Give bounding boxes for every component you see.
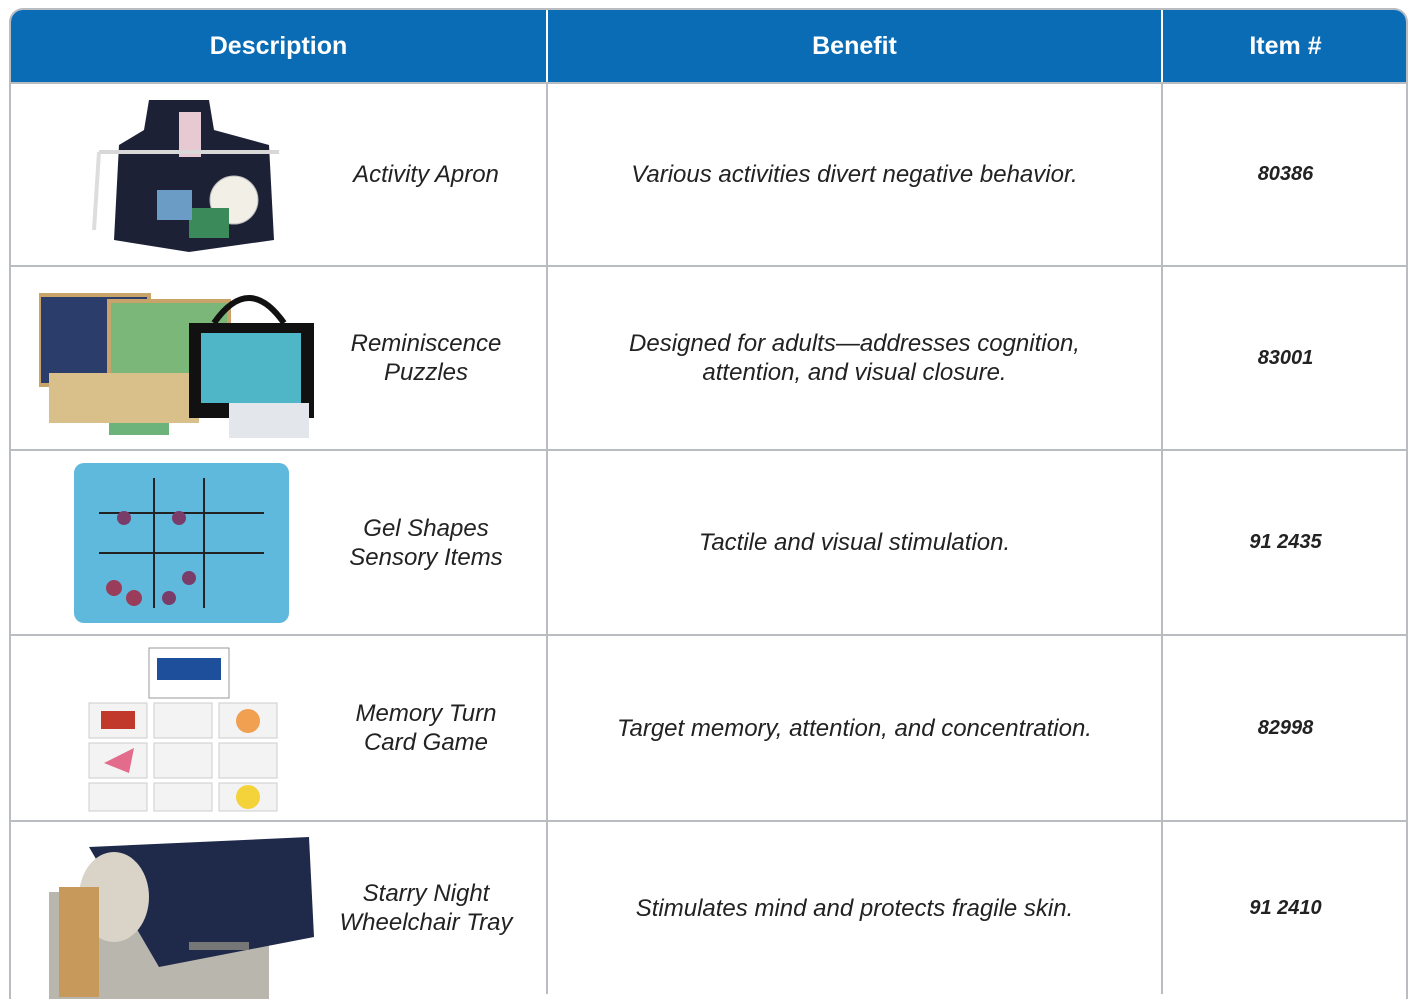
text-line: Sensory Items — [349, 543, 503, 571]
table-row: Memory Turn Card Game Target memory, atte… — [11, 634, 1406, 820]
text-line: Various activities divert negative behav… — [631, 161, 1078, 188]
text-line: Reminiscence — [350, 330, 502, 357]
text-line: Starry Night — [362, 880, 490, 907]
product-image — [39, 293, 314, 438]
description-cell: Reminiscence Puzzles — [11, 267, 546, 449]
text-line: Target memory, attention, and concentrat… — [617, 714, 1092, 742]
product-image — [92, 99, 279, 252]
product-image — [88, 647, 278, 812]
table-row: Activity Apron Various activities divert… — [11, 82, 1406, 265]
text-line: attention, and visual closure. — [702, 359, 1007, 386]
description: Reminiscence Puzzles — [326, 267, 526, 449]
text-line: Tactile and visual stimulation. — [698, 529, 1011, 556]
description-cell: Starry Night Wheelchair Tray — [11, 822, 546, 999]
item-number: 80386 — [1161, 84, 1406, 265]
item-number: 82998 — [1161, 636, 1406, 820]
product-image — [49, 836, 314, 999]
text-line: Gel Shapes — [363, 514, 489, 542]
product-table: Description Benefit Item # Activity Apro… — [9, 8, 1408, 999]
item-number: 91 2435 — [1161, 451, 1406, 634]
text-line: Stimulates mind and protects fragile ski… — [635, 894, 1074, 922]
text-line: Memory Turn — [355, 700, 497, 727]
benefit-cell: Tactile and visual stimulation. — [546, 451, 1161, 634]
description-cell: Activity Apron — [11, 84, 546, 265]
text-line: Wheelchair Tray — [339, 909, 513, 936]
table-header: Description Benefit Item # — [11, 10, 1406, 82]
header-cell: Item # — [1161, 10, 1406, 82]
table-row: Reminiscence Puzzles Designed for adults—… — [11, 265, 1406, 449]
benefit-cell: Stimulates mind and protects fragile ski… — [546, 822, 1161, 994]
text-line: Card Game — [363, 729, 489, 756]
text-line: Designed for adults—addresses cognition, — [629, 330, 1080, 357]
item-number: 91 2410 — [1161, 822, 1406, 994]
description: Starry Night Wheelchair Tray — [326, 822, 526, 994]
description-cell: Memory Turn Card Game — [11, 636, 546, 820]
benefit-cell: Target memory, attention, and concentrat… — [546, 636, 1161, 820]
description: Activity Apron — [326, 84, 526, 265]
benefit-cell: Designed for adults—addresses cognition,… — [546, 267, 1161, 449]
product-image — [74, 462, 289, 623]
text-line: Puzzles — [383, 359, 469, 386]
description: Gel Shapes Sensory Items — [326, 451, 526, 634]
description: Memory Turn Card Game — [326, 636, 526, 820]
description-cell: Gel Shapes Sensory Items — [11, 451, 546, 634]
header-cell: Description — [209, 31, 348, 60]
header-cell: Benefit — [546, 10, 1161, 82]
item-number: 83001 — [1161, 267, 1406, 449]
benefit-cell: Various activities divert negative behav… — [546, 84, 1161, 265]
text-line: Activity Apron — [353, 161, 499, 188]
table-row: Starry Night Wheelchair Tray Stimulates m… — [11, 820, 1406, 999]
table-row: Gel Shapes Sensory Items Tactile and visu… — [11, 449, 1406, 634]
